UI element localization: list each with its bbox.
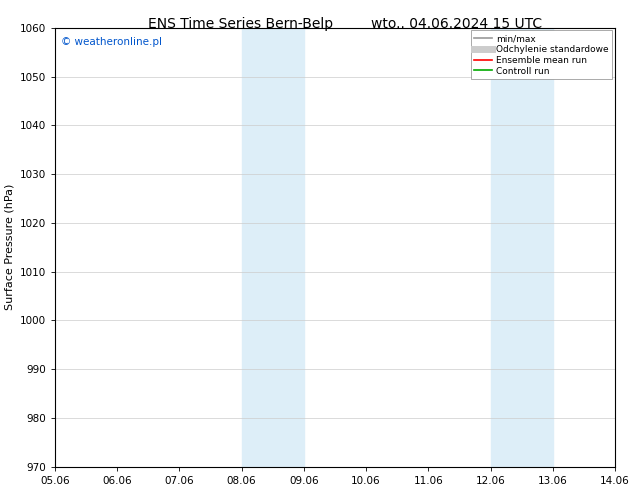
Text: © weatheronline.pl: © weatheronline.pl xyxy=(61,37,162,47)
Bar xyxy=(242,28,304,467)
Y-axis label: Surface Pressure (hPa): Surface Pressure (hPa) xyxy=(4,184,14,311)
Text: wto.. 04.06.2024 15 UTC: wto.. 04.06.2024 15 UTC xyxy=(371,17,542,31)
Bar xyxy=(491,28,553,467)
Legend: min/max, Odchylenie standardowe, Ensemble mean run, Controll run: min/max, Odchylenie standardowe, Ensembl… xyxy=(470,30,612,79)
Text: ENS Time Series Bern-Belp: ENS Time Series Bern-Belp xyxy=(148,17,333,31)
